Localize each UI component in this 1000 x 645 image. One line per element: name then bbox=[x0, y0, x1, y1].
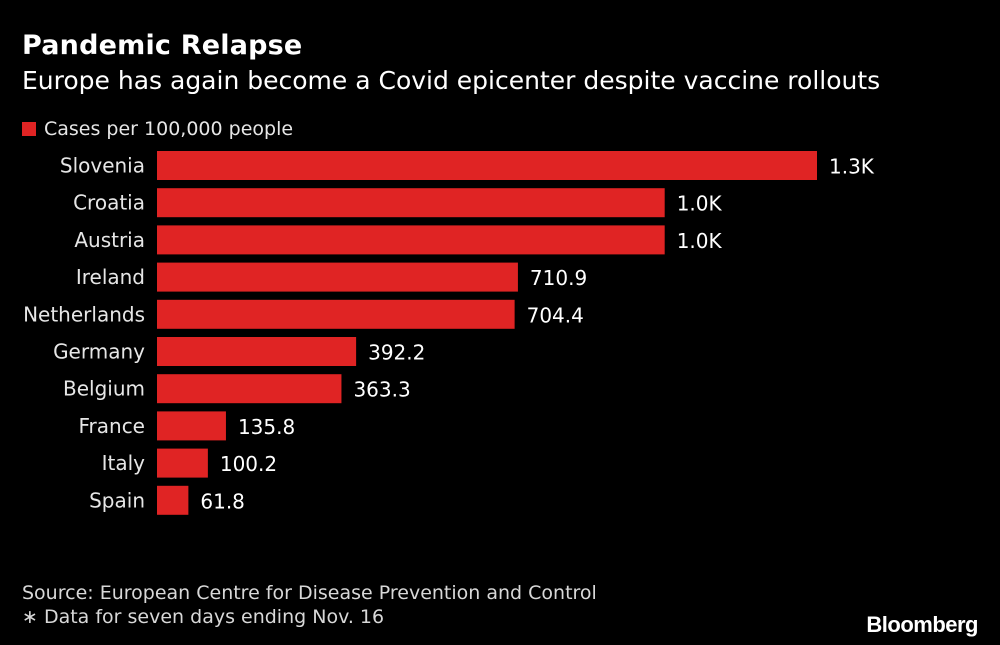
source-note: Source: European Centre for Disease Prev… bbox=[22, 582, 597, 604]
category-label: Ireland bbox=[76, 265, 145, 289]
value-label: 1.0K bbox=[677, 192, 723, 216]
bar bbox=[157, 188, 665, 218]
value-label: 1.0K bbox=[677, 229, 723, 253]
value-label: 704.4 bbox=[527, 303, 584, 327]
category-label: Netherlands bbox=[23, 302, 145, 326]
bar bbox=[157, 411, 226, 441]
bar bbox=[157, 485, 189, 515]
value-label: 1.3K bbox=[829, 155, 875, 179]
value-label: 61.8 bbox=[200, 489, 245, 513]
value-label: 392.2 bbox=[368, 341, 425, 365]
category-label: Italy bbox=[102, 451, 146, 475]
bar bbox=[157, 151, 817, 180]
category-label: Spain bbox=[89, 488, 145, 512]
value-label: 363.3 bbox=[353, 378, 410, 402]
legend-swatch bbox=[22, 122, 36, 136]
value-label: 135.8 bbox=[238, 415, 295, 439]
footnote: ∗ Data for seven days ending Nov. 16 bbox=[22, 606, 385, 628]
category-label: Croatia bbox=[73, 191, 145, 215]
value-label: 710.9 bbox=[530, 266, 587, 290]
legend-label: Cases per 100,000 people bbox=[44, 118, 294, 140]
bar bbox=[157, 225, 665, 255]
chart-subtitle: Europe has again become a Covid epicente… bbox=[22, 66, 881, 95]
category-label: France bbox=[78, 414, 145, 438]
chart-title: Pandemic Relapse bbox=[22, 30, 303, 61]
category-label: Germany bbox=[53, 340, 145, 364]
category-label: Slovenia bbox=[60, 154, 145, 178]
bar-chart: Slovenia 1.3K Croatia 1.0K Austria 1.0K Irelan… bbox=[23, 151, 875, 515]
legend: Cases per 100,000 people bbox=[22, 118, 293, 140]
bar bbox=[157, 299, 515, 329]
bloomberg-logo: Bloomberg bbox=[866, 612, 978, 637]
category-label: Belgium bbox=[63, 377, 145, 401]
value-label: 100.2 bbox=[220, 452, 277, 476]
bar bbox=[157, 374, 342, 404]
category-label: Austria bbox=[74, 228, 145, 252]
bar bbox=[157, 448, 208, 478]
bar bbox=[157, 262, 518, 292]
bar bbox=[157, 337, 357, 366]
